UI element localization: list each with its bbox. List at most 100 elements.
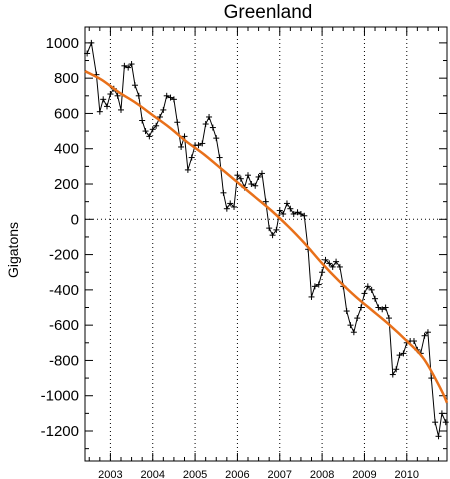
observed-point [174, 119, 181, 126]
x-tick-label: 2010 [395, 469, 419, 479]
observed-point [424, 329, 431, 336]
observed-point [107, 91, 114, 98]
data-series [84, 39, 449, 440]
observed-point [227, 200, 234, 207]
y-tick-label: -1000 [41, 388, 79, 405]
observed-point [184, 166, 191, 173]
observed-point [375, 304, 382, 311]
y-tick-label: -200 [49, 247, 79, 264]
observed-point [393, 366, 400, 373]
observed-point [329, 263, 336, 270]
observed-point [181, 133, 188, 140]
observed-point [280, 211, 287, 218]
observed-point [372, 295, 379, 302]
y-tick-label: 1000 [46, 35, 79, 52]
chart-title: Greenland [224, 2, 313, 23]
observed-point [382, 304, 389, 311]
observed-point [311, 283, 318, 290]
y-tick-label: -1200 [41, 423, 79, 440]
x-tick-label: 2008 [310, 469, 334, 479]
observed-point [266, 225, 273, 232]
observed-point [326, 260, 333, 267]
observed-point [389, 371, 396, 378]
observed-point [385, 315, 392, 322]
y-tick-label: 200 [54, 176, 79, 193]
observed-point [114, 92, 121, 99]
observed-point [287, 205, 294, 212]
observed-point [170, 96, 177, 103]
observed-point [216, 154, 223, 161]
observed-point [400, 350, 407, 357]
observed-point [131, 82, 138, 89]
observed-point [322, 256, 329, 263]
trend-curve [84, 69, 449, 404]
y-tick-label: -400 [49, 282, 79, 299]
observed-point [442, 419, 449, 426]
y-tick-label: 800 [54, 70, 79, 87]
observed-point [319, 269, 326, 276]
observed-point [167, 94, 174, 101]
observed-point [273, 226, 280, 233]
y-tick-label: -600 [49, 317, 79, 334]
observed-point [333, 258, 340, 265]
observed-point [258, 170, 265, 177]
observed-point [142, 128, 149, 135]
observed-point [428, 375, 435, 382]
observed-point [347, 322, 354, 329]
observed-point [283, 200, 290, 207]
observed-point [178, 143, 185, 150]
observed-point [276, 207, 283, 214]
observed-point [213, 135, 220, 142]
observed-point [223, 205, 230, 212]
observed-point [269, 232, 276, 239]
observed-point [350, 329, 357, 336]
observed-point [297, 211, 304, 218]
y-tick-label: 600 [54, 105, 79, 122]
observed-point [149, 126, 156, 133]
observed-point [379, 306, 386, 313]
observed-point [364, 283, 371, 290]
observed-point [410, 338, 417, 345]
observed-point [343, 308, 350, 315]
observed-point [199, 140, 206, 147]
observed-point [195, 142, 202, 149]
axes-ticks: 2003 2004 2005 2006 2007 2008 2009 2010 1000 800 6… [41, 27, 447, 479]
observed-point [308, 293, 315, 300]
observed-point [252, 182, 259, 189]
observed-point [220, 189, 227, 196]
y-tick-label: 400 [54, 141, 79, 158]
observed-point [104, 103, 111, 110]
observed-point [301, 212, 308, 219]
observed-point [245, 172, 252, 179]
observed-point [163, 92, 170, 99]
y-axis-label: Gigatons [5, 222, 21, 278]
observed-point [125, 64, 132, 71]
observed-point [361, 290, 368, 297]
plot-frame [84, 26, 448, 462]
observed-point [128, 61, 135, 68]
x-tick-label: 2007 [268, 469, 292, 479]
observed-point [435, 433, 442, 440]
observed-point [202, 121, 209, 128]
observed-point [139, 117, 146, 124]
observed-point [160, 106, 167, 113]
x-tick-label: 2005 [183, 469, 207, 479]
observed-point [209, 124, 216, 131]
observed-point [432, 419, 439, 426]
x-tick-label: 2006 [225, 469, 249, 479]
observed-point [96, 108, 103, 115]
observed-point [121, 62, 128, 69]
observed-point [135, 92, 142, 99]
observed-point [294, 209, 301, 216]
x-tick-label: 2009 [352, 469, 376, 479]
observed-mass-line [86, 41, 447, 437]
observed-point [206, 113, 213, 120]
observed-point [146, 133, 153, 140]
observed-point [88, 39, 95, 46]
observed-point [396, 352, 403, 359]
observed-point [290, 211, 297, 218]
observed-point [336, 263, 343, 270]
observed-point [358, 304, 365, 311]
observed-point [117, 106, 124, 113]
